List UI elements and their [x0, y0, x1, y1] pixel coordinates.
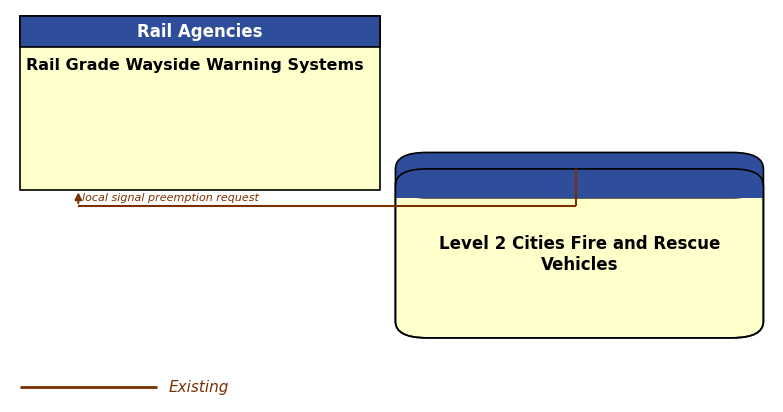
- Text: Level 2 Cities Fire and Rescue
Vehicles: Level 2 Cities Fire and Rescue Vehicles: [438, 235, 720, 274]
- FancyBboxPatch shape: [395, 152, 763, 198]
- Text: Existing: Existing: [168, 380, 229, 395]
- FancyBboxPatch shape: [20, 16, 380, 190]
- FancyBboxPatch shape: [395, 185, 763, 198]
- FancyBboxPatch shape: [395, 169, 763, 338]
- Text: Rail Grade Wayside Warning Systems: Rail Grade Wayside Warning Systems: [26, 58, 363, 73]
- FancyBboxPatch shape: [20, 16, 380, 47]
- Text: local signal preemption request: local signal preemption request: [82, 193, 259, 203]
- Text: Rail Agencies: Rail Agencies: [137, 23, 262, 41]
